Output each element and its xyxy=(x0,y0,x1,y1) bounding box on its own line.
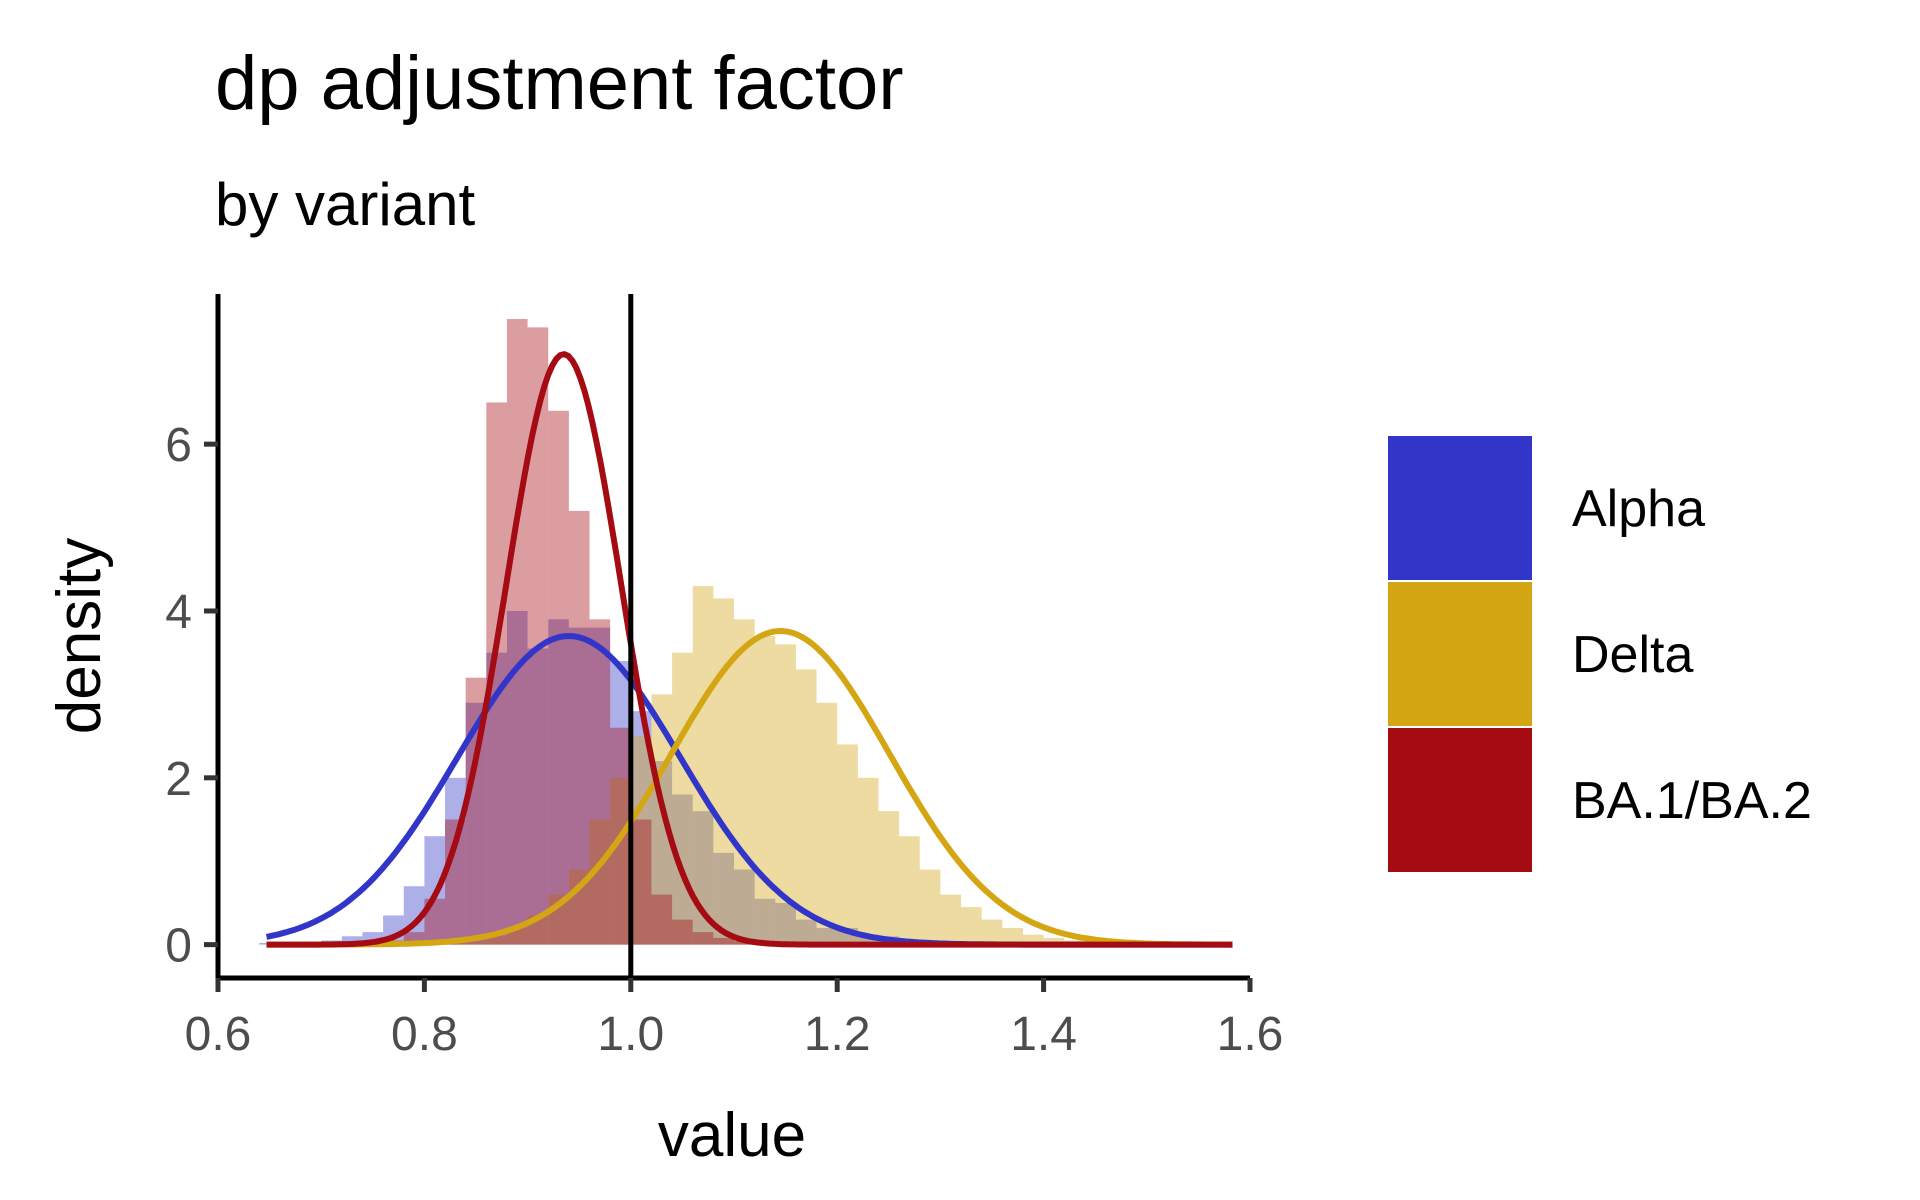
histogram-bar xyxy=(486,652,507,945)
histogram-bar xyxy=(548,410,569,945)
histogram-bar xyxy=(713,598,734,945)
legend-key xyxy=(1388,436,1532,580)
axes-layer: 0.6 0.8 1.0 1.2 1.4 1.6 0 2 4 6 xyxy=(165,294,1283,1061)
density-curve-ba-1-ba-2 xyxy=(266,351,1233,948)
histogram-bar xyxy=(630,819,652,945)
histogram-bar xyxy=(1022,934,1044,945)
legend-item-delta: Delta xyxy=(1388,582,1812,728)
histogram-bar xyxy=(589,627,611,945)
y-tick-label: 2 xyxy=(165,753,192,806)
x-tick-label: 1.4 xyxy=(1010,1008,1077,1061)
histogram-bar xyxy=(857,777,879,945)
histogram-bar xyxy=(940,894,962,945)
histogram-bar xyxy=(630,736,652,945)
histogram-bar xyxy=(506,610,528,945)
histogram-bar xyxy=(589,819,611,945)
x-tick-label: 1.6 xyxy=(1217,1008,1284,1061)
histogram-alpha xyxy=(259,610,1230,945)
histogram-bar xyxy=(424,898,446,945)
histogram-bar xyxy=(961,907,982,945)
histogram-bar xyxy=(341,936,363,945)
legend: Alpha Delta BA.1/BA.2 xyxy=(1388,436,1812,874)
histogram-bar xyxy=(734,619,755,945)
histogram-bar xyxy=(754,636,776,945)
histogram-bar xyxy=(713,937,734,945)
histogram-bar xyxy=(775,902,796,945)
density-curve-delta xyxy=(266,628,1233,948)
histogram-bar xyxy=(1043,937,1065,945)
histogram-bar xyxy=(692,811,714,945)
x-tick-label: 0.8 xyxy=(391,1008,458,1061)
histogram-bar xyxy=(981,919,1003,945)
chart-title: dp adjustment factor xyxy=(215,41,904,126)
histogram-bar xyxy=(630,711,652,945)
histogram-delta xyxy=(424,585,1230,945)
y-tick-label: 6 xyxy=(165,419,192,472)
histogram-bar xyxy=(486,402,507,945)
histogram-bar xyxy=(610,661,631,945)
legend-key xyxy=(1388,728,1532,872)
histogram-bar xyxy=(651,894,673,945)
y-axis-title: density xyxy=(45,538,114,734)
histogram-bar xyxy=(692,585,714,945)
chart-subtitle: by variant xyxy=(215,171,476,238)
legend-label: Delta xyxy=(1572,626,1694,684)
histogram-bar xyxy=(837,744,858,945)
histogram-bar xyxy=(506,319,528,945)
histogram-bar xyxy=(651,761,673,945)
histogram-bar xyxy=(465,702,487,945)
histogram-bar xyxy=(919,869,941,945)
histogram-bar xyxy=(1002,927,1023,945)
histogram-bar xyxy=(692,932,714,945)
histogram-bar xyxy=(672,919,693,945)
histogram-bar xyxy=(527,648,549,945)
y-tick-label: 0 xyxy=(165,920,192,973)
legend-label: Alpha xyxy=(1572,480,1705,538)
histogram-bar xyxy=(795,669,817,945)
histogram-bar xyxy=(527,327,549,945)
histogram-bar xyxy=(857,934,879,945)
histogram-bar xyxy=(713,852,734,945)
histogram-bar xyxy=(548,619,569,945)
histogram-bar xyxy=(465,941,487,945)
x-tick-label: 1.0 xyxy=(597,1008,664,1061)
histogram-bar xyxy=(589,619,611,945)
histogram-bar xyxy=(610,777,631,945)
histogram-bar xyxy=(486,936,507,945)
histogram-bar xyxy=(899,836,920,945)
histogram-layer xyxy=(259,319,1230,945)
histogram-bar xyxy=(816,702,838,945)
y-tick-label: 4 xyxy=(165,586,192,639)
x-tick-label: 0.6 xyxy=(185,1008,252,1061)
legend-key xyxy=(1388,582,1532,726)
histogram-bar xyxy=(795,919,817,945)
histogram-bar xyxy=(816,927,838,945)
legend-item-alpha: Alpha xyxy=(1388,436,1812,582)
legend-label: BA.1/BA.2 xyxy=(1572,772,1812,830)
density-curve-layer xyxy=(265,351,1233,948)
x-axis-title: value xyxy=(658,1101,806,1170)
histogram-bar xyxy=(672,652,693,945)
histogram-bar xyxy=(568,627,590,945)
histogram-bar xyxy=(775,644,796,945)
histogram-bar xyxy=(734,869,755,945)
histogram-bar xyxy=(878,811,900,945)
x-tick-label: 1.2 xyxy=(804,1008,871,1061)
legend-item-ba-1-ba-2: BA.1/BA.2 xyxy=(1388,728,1812,874)
histogram-bar xyxy=(754,898,776,945)
histogram-bar xyxy=(568,510,590,945)
